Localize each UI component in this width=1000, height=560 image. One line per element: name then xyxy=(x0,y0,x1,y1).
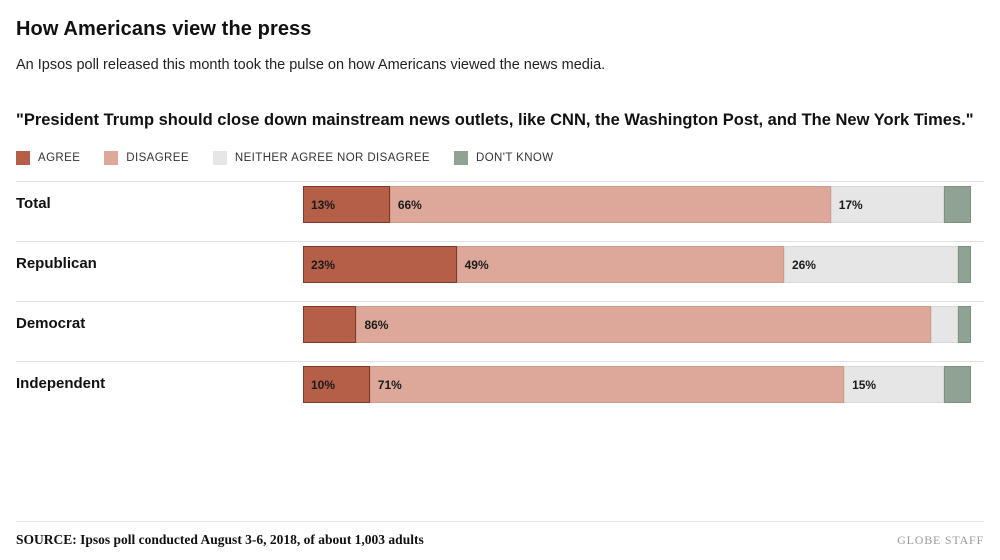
legend-label: NEITHER AGREE NOR DISAGREE xyxy=(234,152,430,165)
value-label: 17% xyxy=(838,197,863,212)
bar-segment-disagree: 49% xyxy=(456,246,784,284)
bar-segment-neither: 26% xyxy=(783,246,958,284)
bar-group: 13% 66% 17% xyxy=(303,186,971,224)
category-label: Democrat xyxy=(16,315,86,333)
bar-segment-disagree: 86% xyxy=(356,306,931,344)
legend: AGREE DISAGREE NEITHER AGREE NOR DISAGREE D… xyxy=(16,151,984,166)
chart-row-total: Total 13% 66% 17% xyxy=(16,181,984,241)
value-label: 15% xyxy=(852,377,877,392)
poll-question: "President Trump should close down mains… xyxy=(16,111,974,129)
bar-segment-agree: 13% xyxy=(303,186,390,224)
bar-segment-agree: 23% xyxy=(303,246,457,284)
page-title: How Americans view the press xyxy=(16,18,312,40)
value-label: 66% xyxy=(397,197,422,212)
chart-row-independent: Independent 10% 71% 15% xyxy=(16,361,984,421)
legend-swatch-icon xyxy=(453,151,468,166)
value-label: 23% xyxy=(311,257,336,272)
credit-note: GLOBE STAFF xyxy=(897,533,984,547)
bar-segment-dont-know xyxy=(944,366,971,404)
source-note: SOURCE: Ipsos poll conducted August 3-6,… xyxy=(16,532,424,547)
footer: SOURCE: Ipsos poll conducted August 3-6,… xyxy=(16,521,984,548)
subtitle: An Ipsos poll released this month took t… xyxy=(16,57,606,73)
bar-group: 10% 71% 15% xyxy=(303,366,971,404)
value-label: 71% xyxy=(377,377,402,392)
legend-item: NEITHER AGREE NOR DISAGREE xyxy=(212,151,430,166)
bar-segment-disagree: 66% xyxy=(389,186,831,224)
bar-segment-dont-know xyxy=(957,306,971,344)
category-label: Total xyxy=(16,195,51,213)
bar-segment-neither: 17% xyxy=(830,186,945,224)
legend-label: DISAGREE xyxy=(126,152,189,165)
legend-item: DISAGREE xyxy=(104,151,189,166)
value-label: 10% xyxy=(311,377,336,392)
bar-group: 86% xyxy=(303,306,971,344)
value-label: 86% xyxy=(364,317,389,332)
chart: Total 13% 66% 17% Republican 23% 49% 26% Democra… xyxy=(16,181,984,421)
category-label: Republican xyxy=(16,255,97,273)
legend-swatch-icon xyxy=(16,151,30,166)
bar-segment-dont-know xyxy=(944,186,971,224)
bar-segment-neither xyxy=(930,306,958,344)
bar-segment-neither: 15% xyxy=(844,366,945,404)
bar-segment-agree: 10% xyxy=(303,366,370,404)
legend-swatch-icon xyxy=(212,151,227,166)
bar-segment-dont-know xyxy=(957,246,971,284)
chart-row-republican: Republican 23% 49% 26% xyxy=(16,241,984,301)
legend-label: DON'T KNOW xyxy=(475,152,554,165)
bar-segment-agree xyxy=(303,306,357,344)
chart-row-democrat: Democrat 86% xyxy=(16,301,984,361)
legend-item: AGREE xyxy=(16,151,81,166)
bar-group: 23% 49% 26% xyxy=(303,246,971,284)
value-label: 13% xyxy=(311,197,336,212)
legend-swatch-icon xyxy=(104,151,119,166)
value-label: 26% xyxy=(791,257,816,272)
bar-segment-disagree: 71% xyxy=(369,366,845,404)
value-label: 49% xyxy=(464,257,489,272)
legend-item: DON'T KNOW xyxy=(453,151,554,166)
legend-label: AGREE xyxy=(38,152,81,165)
category-label: Independent xyxy=(16,375,106,393)
